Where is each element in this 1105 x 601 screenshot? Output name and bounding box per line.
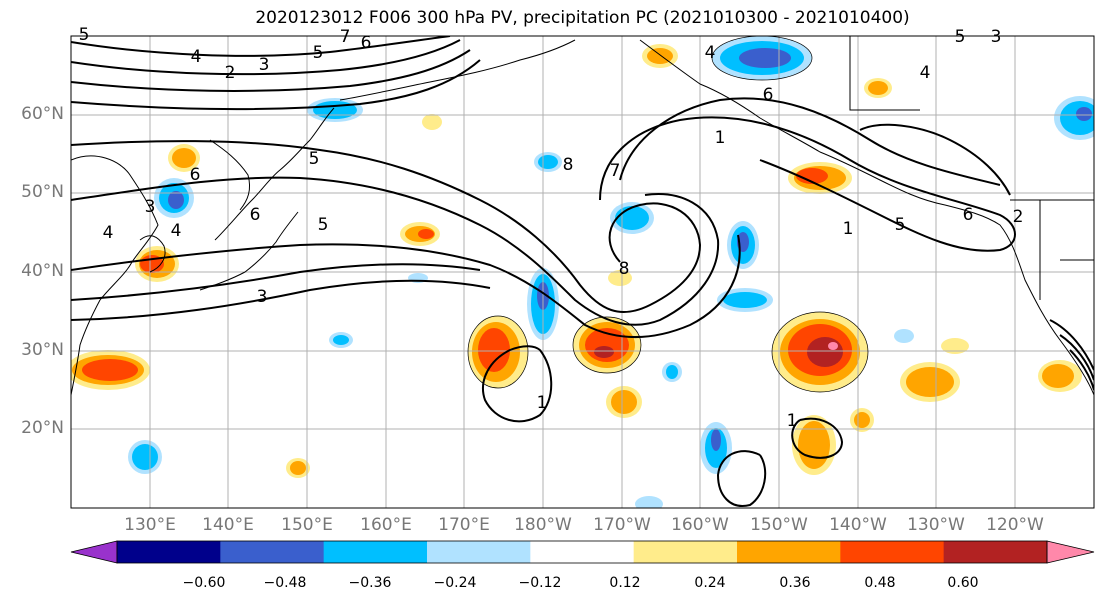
lat-label-40n: 40°N bbox=[21, 261, 64, 281]
contour-label: 5 bbox=[955, 27, 966, 47]
contour-label: 7 bbox=[610, 161, 621, 181]
lat-label-60n: 60°N bbox=[21, 104, 64, 124]
colorbar-segment bbox=[633, 541, 738, 563]
contour-label: 5 bbox=[79, 25, 90, 45]
pv-contours bbox=[71, 36, 1094, 507]
contour-label: 4 bbox=[171, 221, 182, 241]
map-frame bbox=[70, 35, 1095, 509]
lon-label-180w: 180°W bbox=[514, 515, 572, 535]
contour-label: 6 bbox=[361, 33, 372, 53]
contour-label: 1 bbox=[537, 393, 548, 413]
contour-label: 6 bbox=[190, 165, 201, 185]
colorbar-segment bbox=[220, 541, 325, 563]
colorbar-tick-label: 0.24 bbox=[694, 575, 726, 591]
contour-label: 7 bbox=[340, 27, 351, 47]
colorbar-segment bbox=[427, 541, 531, 563]
map-title: 2020123012 F006 300 hPa PV, precipitatio… bbox=[255, 8, 910, 28]
precip-outlines bbox=[467, 36, 869, 393]
colorbar-tick-label: 0.12 bbox=[609, 575, 641, 591]
contour-label: 3 bbox=[259, 55, 270, 75]
lon-label-120w: 120°W bbox=[986, 515, 1044, 535]
lon-label-140e: 140°E bbox=[202, 515, 254, 535]
contour-label: 4 bbox=[920, 63, 931, 83]
contour-label: 2 bbox=[1013, 207, 1024, 227]
contour-label: 2 bbox=[225, 63, 236, 83]
contour-label: 3 bbox=[991, 27, 1002, 47]
lon-label-140w: 140°W bbox=[829, 515, 887, 535]
contour-label: 1 bbox=[787, 411, 798, 431]
colorbar-tick-label: −0.36 bbox=[348, 575, 392, 591]
precipitation-fills bbox=[71, 36, 1094, 508]
colorbar-segment bbox=[840, 541, 945, 563]
lon-label-150w: 150°W bbox=[750, 515, 808, 535]
contour-label: 4 bbox=[705, 43, 716, 63]
colorbar-tick-label: −0.60 bbox=[182, 575, 226, 591]
colorbar-segment bbox=[323, 541, 428, 563]
colorbar-segment bbox=[530, 541, 635, 563]
contour-label: 5 bbox=[309, 149, 320, 169]
lat-label-20n: 20°N bbox=[21, 418, 64, 438]
colorbar-segment bbox=[943, 541, 1048, 563]
contour-label: 5 bbox=[313, 43, 324, 63]
colorbar-tick-label: 0.60 bbox=[947, 575, 979, 591]
contour-label: 4 bbox=[191, 47, 202, 67]
contour-label: 6 bbox=[763, 85, 774, 105]
lon-label-130w: 130°W bbox=[907, 515, 965, 535]
contour-label: 5 bbox=[318, 215, 329, 235]
contour-label: 6 bbox=[963, 205, 974, 225]
colorbar-tick-label: 0.36 bbox=[779, 575, 811, 591]
lon-label-160w: 160°W bbox=[671, 515, 729, 535]
contour-label: 3 bbox=[145, 197, 156, 217]
colorbar-tick-label: −0.24 bbox=[433, 575, 477, 591]
colorbar-extend-high bbox=[1046, 540, 1095, 564]
lon-label-170e: 170°E bbox=[438, 515, 490, 535]
colorbar-outline bbox=[116, 540, 1048, 564]
contour-label: 4 bbox=[103, 223, 114, 243]
colorbar bbox=[70, 540, 1095, 564]
contour-label: 8 bbox=[563, 155, 574, 175]
lon-label-150e: 150°E bbox=[281, 515, 333, 535]
contour-label: 6 bbox=[250, 205, 261, 225]
coastlines bbox=[71, 36, 1094, 396]
lon-label-170w: 170°W bbox=[593, 515, 651, 535]
lon-label-130e: 130°E bbox=[124, 515, 176, 535]
contour-label: 8 bbox=[619, 259, 630, 279]
colorbar-tick-label: −0.48 bbox=[263, 575, 307, 591]
lon-label-160e: 160°E bbox=[360, 515, 412, 535]
colorbar-tick-label: 0.48 bbox=[864, 575, 896, 591]
colorbar-segment bbox=[117, 541, 221, 563]
lat-label-30n: 30°N bbox=[21, 340, 64, 360]
colorbar-extend-low bbox=[70, 540, 118, 564]
contour-label: 1 bbox=[715, 128, 726, 148]
colorbar-tick-label: −0.12 bbox=[518, 575, 562, 591]
contour-label: 3 bbox=[257, 287, 268, 307]
colorbar-segment bbox=[737, 541, 841, 563]
lat-label-50n: 50°N bbox=[21, 182, 64, 202]
contour-label: 1 bbox=[843, 219, 854, 239]
contour-label: 5 bbox=[895, 215, 906, 235]
